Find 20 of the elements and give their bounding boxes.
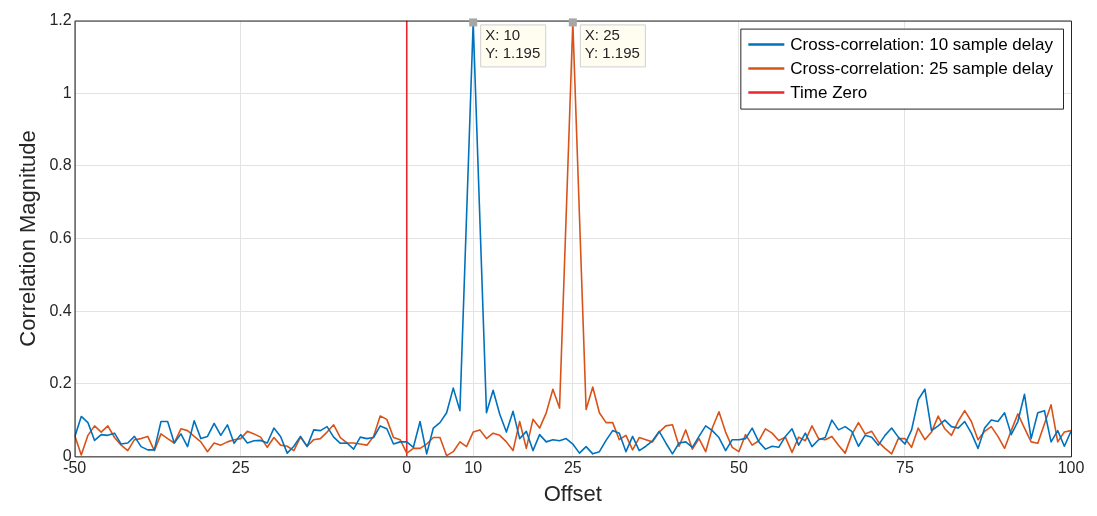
x-axis-title: Offset [543,480,602,506]
annotation: X: 10 Y: 1.195 [485,26,541,62]
y-tick-label: 0.6 [49,228,72,246]
legend-label: Cross-correlation: 25 sample delay [790,59,1054,79]
x-tick-label: 0 [402,459,412,477]
annotation: X: 25 Y: 1.195 [584,26,640,62]
legend-label: Cross-correlation: 10 sample delay [790,35,1054,55]
y-tick-label: 0.2 [49,374,72,392]
x-tick-label: 25 [231,459,250,477]
x-tick-label: 75 [896,459,914,477]
x-tick-label: 50 [729,459,748,477]
y-axis-title: Correlation Magnitude [15,130,41,347]
legend-label: Time Zero [790,83,868,103]
x-tick-label: 25 [563,459,582,477]
y-tick-label: 0.8 [49,156,72,174]
y-tick-label: 0.4 [49,301,72,319]
x-tick-label: 10 [464,459,483,477]
y-tick-label: 1 [62,83,72,101]
y-tick-label: 1.2 [49,11,72,29]
x-tick-label: 100 [1057,459,1085,477]
